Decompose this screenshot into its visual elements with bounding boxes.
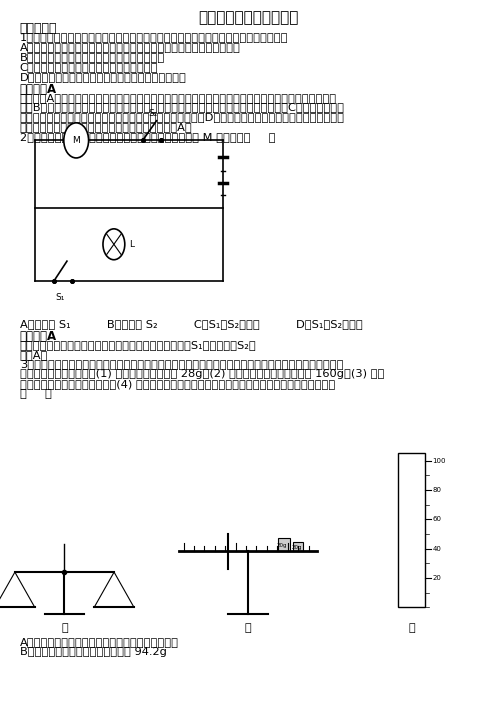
Bar	[398, 453, 426, 607]
Text: 【详解】A．把正在响的闹钟放在玻璃罩内，逐渐抽出其中的空气，钟声逐渐减小，说明声的传播需要介: 【详解】A．把正在响的闹钟放在玻璃罩内，逐渐抽出其中的空气，钟声逐渐减小，说明声…	[20, 93, 337, 102]
Text: 按不同的孔发出不同的声音，说明音调与发声体的频率有关；D．将音叉发出的声音信号输入到示波器上，: 按不同的孔发出不同的声音，说明音调与发声体的频率有关；D．将音叉发出的声音信号输…	[20, 112, 345, 122]
Text: 2．图所示是一个简化了的玩具警车电路图，若只让电动机 M 工作，应（     ）: 2．图所示是一个简化了的玩具警车电路图，若只让电动机 M 工作，应（ ）	[20, 132, 275, 142]
Text: B．将一只正在发声的音叉触及面颊，会有震感: B．将一只正在发声的音叉触及面颊，会有震感	[20, 52, 165, 62]
Text: S₂: S₂	[148, 109, 157, 118]
Circle shape	[64, 123, 89, 158]
Text: 40: 40	[432, 545, 441, 552]
Text: B．乙图中测质量时，天平的读数是 94.2g: B．乙图中测质量时，天平的读数是 94.2g	[20, 647, 167, 657]
Text: C．吹响箛子后，按不同的孔发出不同的声音: C．吹响箛子后，按不同的孔发出不同的声音	[20, 62, 158, 72]
Bar	[293, 542, 303, 551]
Text: 丙: 丙	[408, 623, 415, 633]
Text: 【答案】A: 【答案】A	[20, 330, 57, 343]
Text: 100: 100	[432, 458, 446, 463]
Text: 乙: 乙	[245, 623, 251, 633]
Text: （     ）: （ ）	[20, 389, 52, 399]
Text: 他进行了四次实验操作：(1) 测出空烧杯的质量为 28g；(2) 测出烧杯与液体的总质量为 160g；(3) 测出: 他进行了四次实验操作：(1) 测出空烧杯的质量为 28g；(2) 测出烧杯与液体…	[20, 369, 384, 379]
Text: 20g: 20g	[291, 545, 302, 550]
Text: M: M	[72, 136, 80, 145]
Text: A．把正在响的闹钟放在玻璃罩内，逐渐抽出其中的空气，钟声逐渐减小: A．把正在响的闹钟放在玻璃罩内，逐渐抽出其中的空气，钟声逐渐减小	[20, 42, 241, 52]
Text: A．甲图中应将右边的平衡负母向右调，使模架平衡: A．甲图中应将右边的平衡负母向右调，使模架平衡	[20, 637, 179, 647]
Text: 初二上学期期末物理试卷: 初二上学期期末物理试卷	[198, 11, 298, 25]
Text: 1．为了探究「声的传播是否需要介质」，有人建议以下几个实验方案，其中最合理的是: 1．为了探究「声的传播是否需要介质」，有人建议以下几个实验方案，其中最合理的是	[20, 32, 288, 42]
Text: 甲: 甲	[61, 623, 68, 633]
Text: 一、选择题: 一、选择题	[20, 22, 58, 36]
Bar	[278, 538, 290, 551]
Bar	[398, 545, 426, 607]
Text: 【答案】A: 【答案】A	[20, 83, 57, 96]
Text: 【详解】由电路图知，若只让电动机工作，则需闭合开关S₁，断开开关S₂。: 【详解】由电路图知，若只让电动机工作，则需闭合开关S₁，断开开关S₂。	[20, 340, 256, 350]
Text: 3．某小组凭常用托盘天平和量筒测量某液体的密度，图甲是调节天平空盒土衡时的情形，天平调平衡后，: 3．某小组凭常用托盘天平和量筒测量某液体的密度，图甲是调节天平空盒土衡时的情形，…	[20, 359, 343, 369]
Text: 质；B．将一只正在发声的音叉触及面颊，会有震感，说明声音是由物体的振动产生的；C．吹响箛子后，: 质；B．将一只正在发声的音叉触及面颊，会有震感，说明声音是由物体的振动产生的；C…	[20, 102, 345, 112]
Text: 60: 60	[432, 516, 441, 522]
Text: 20g: 20g	[276, 543, 287, 548]
Text: L: L	[129, 240, 134, 249]
Circle shape	[103, 229, 125, 260]
Text: S₁: S₁	[56, 293, 65, 303]
Text: A．只闭合 S₁          B．只闭合 S₂          C．S₁、S₂都闭合          D．S₁、S₂都断开: A．只闭合 S₁ B．只闭合 S₂ C．S₁、S₂都闭合 D．S₁、S₂都断开	[20, 319, 363, 329]
Text: 20: 20	[432, 575, 441, 581]
Text: D．将音叉发出的声音信号输入到示波器上，观察波形: D．将音叉发出的声音信号输入到示波器上，观察波形	[20, 72, 186, 81]
Text: 80: 80	[432, 487, 441, 493]
Text: 故选A。: 故选A。	[20, 350, 48, 359]
Text: 观察波形，可以显示声音的音调、响度和音色．故选A。: 观察波形，可以显示声音的音调、响度和音色．故选A。	[20, 122, 192, 132]
Text: 烧杯与剩余液体的质量如图乙；(4) 烧杯中液体部分倒入量筒测量液体体积如图丙。下列说法正确的是: 烧杯与剩余液体的质量如图乙；(4) 烧杯中液体部分倒入量筒测量液体体积如图丙。下…	[20, 379, 335, 389]
